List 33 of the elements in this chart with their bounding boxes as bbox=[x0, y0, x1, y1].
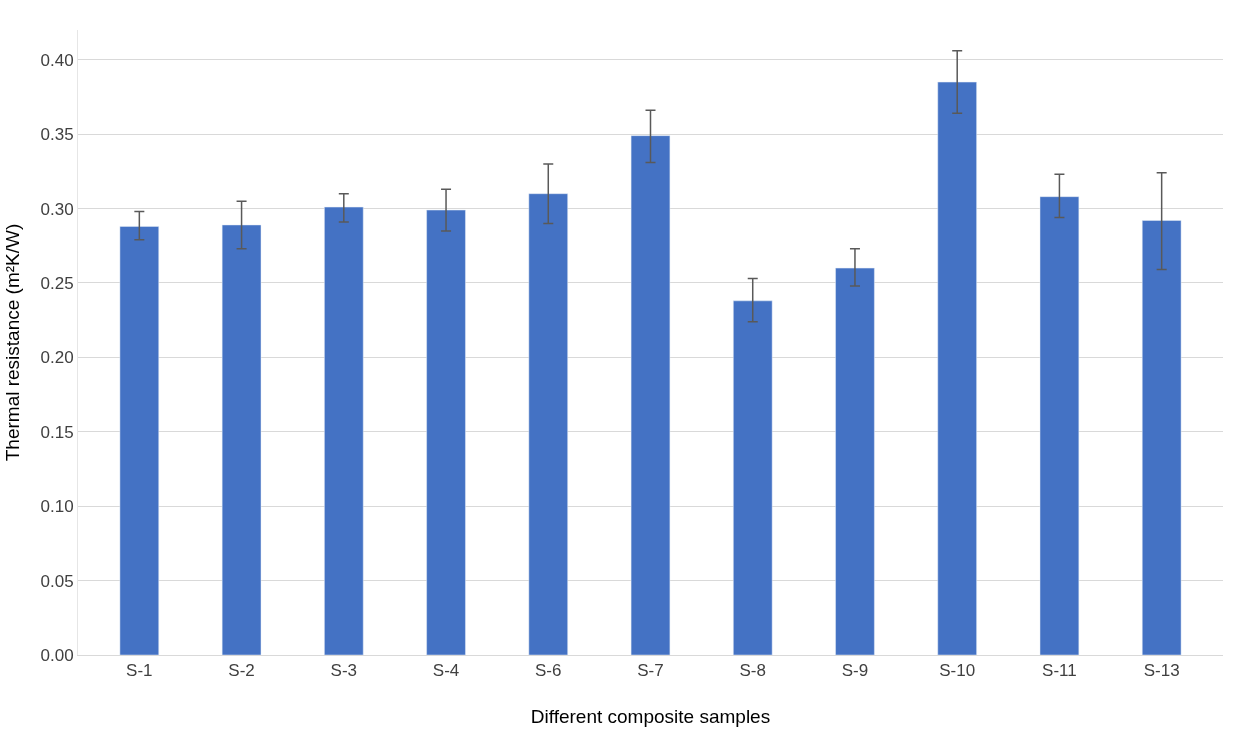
bar bbox=[324, 206, 364, 655]
x-tick-label: S-1 bbox=[126, 661, 153, 681]
x-tick-label: S-2 bbox=[228, 661, 255, 681]
y-tick-label: 0.15 bbox=[40, 422, 74, 442]
x-tick-label: S-7 bbox=[637, 661, 664, 681]
bar bbox=[937, 81, 977, 655]
bar bbox=[630, 135, 671, 655]
y-tick-label: 0.40 bbox=[40, 50, 74, 70]
bar bbox=[119, 226, 160, 655]
bar bbox=[835, 267, 875, 655]
y-tick-label: 0.20 bbox=[40, 348, 74, 368]
y-tick-label: 0.30 bbox=[40, 199, 74, 219]
y-tick-label: 0.10 bbox=[40, 497, 74, 517]
x-tick-label: S-9 bbox=[841, 661, 869, 681]
bar bbox=[1039, 196, 1080, 655]
y-tick-label: 0.05 bbox=[40, 571, 74, 591]
y-tick-label: 0.35 bbox=[40, 125, 74, 145]
x-tick-label: S-13 bbox=[1143, 661, 1180, 681]
x-tick-label: S-11 bbox=[1042, 661, 1077, 681]
x-tick-label: S-10 bbox=[939, 661, 976, 681]
y-tick-label: 0.25 bbox=[40, 273, 74, 293]
y-axis-title: Thermal resistance (m²K/W) bbox=[2, 223, 24, 462]
bar bbox=[426, 209, 466, 655]
x-tick-label: S-8 bbox=[739, 661, 766, 681]
x-tick-label: S-6 bbox=[535, 661, 562, 681]
bar bbox=[528, 193, 568, 655]
bar bbox=[1141, 220, 1182, 655]
x-tick-label: S-4 bbox=[432, 661, 460, 681]
x-tick-label: S-3 bbox=[330, 661, 358, 681]
bar bbox=[733, 300, 773, 655]
bar bbox=[221, 224, 262, 655]
x-axis-title: Different composite samples bbox=[530, 706, 771, 728]
y-tick-label: 0.00 bbox=[40, 645, 74, 665]
